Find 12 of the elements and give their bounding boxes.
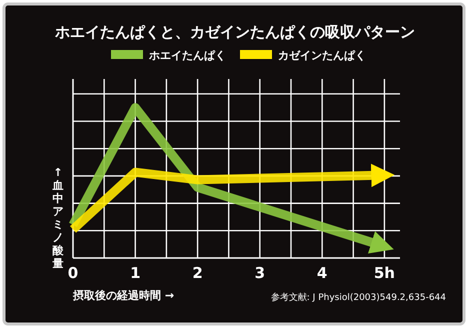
x-tick-label: 2 xyxy=(192,264,203,282)
legend-label: ホエイたんぱく xyxy=(148,49,226,62)
legend-label: カゼインたんぱく xyxy=(278,49,366,62)
x-tick-label: 5h xyxy=(374,264,395,282)
y-axis-title: ↑血中アミノ酸量 xyxy=(52,166,64,270)
text: 参考文献: J Physiol(2003)549.2,635-644 xyxy=(270,292,446,303)
x-axis-title: 摂取後の経過時間 → xyxy=(72,289,174,302)
chart-title: ホエイたんぱくと、カゼインたんぱくの吸収パターン xyxy=(54,23,415,41)
x-tick-label: 0 xyxy=(68,264,78,282)
x-tick-label: 4 xyxy=(316,264,328,282)
x-tick-label: 3 xyxy=(254,264,266,282)
x-tick-label: 1 xyxy=(130,264,141,282)
